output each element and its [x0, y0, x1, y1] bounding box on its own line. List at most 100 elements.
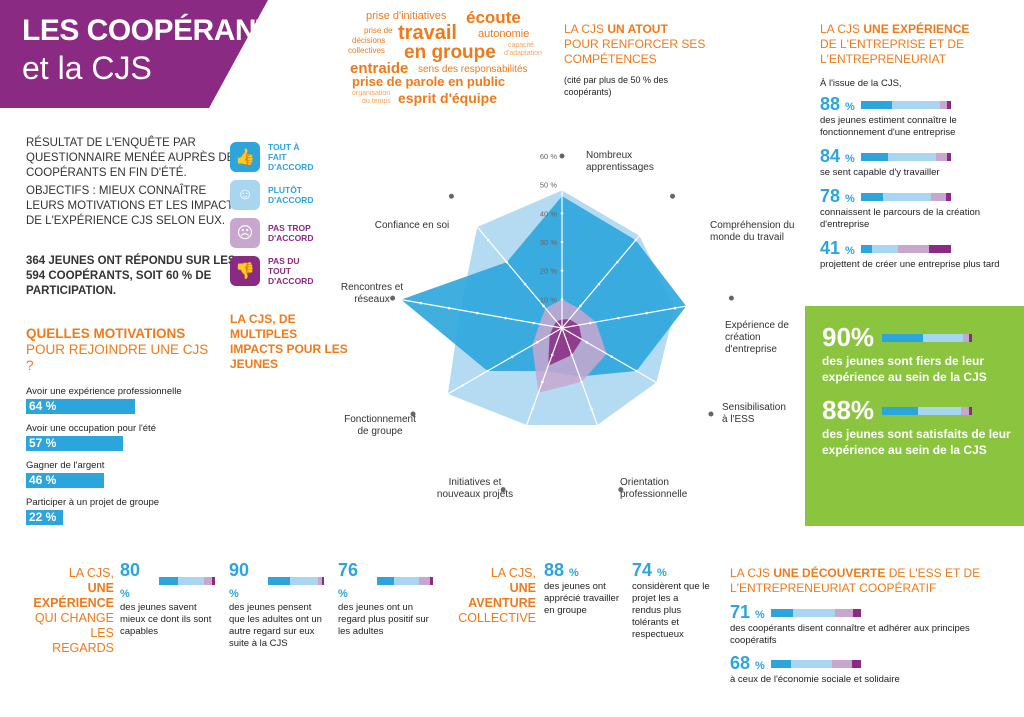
- word: du temps: [362, 98, 391, 105]
- legend-item: ☺ Plutôt d'accord: [230, 180, 314, 210]
- radar-grid-dot: [560, 240, 564, 244]
- stat-text: projettent de créer une entreprise plus …: [820, 259, 1000, 270]
- word: organisation: [352, 90, 391, 97]
- page-title: LES COOPÉRANTS: [22, 14, 294, 47]
- word: décisions: [352, 36, 386, 45]
- atout-title: LA CJS UN ATOUT POUR RENFORCER SES COMPÉ…: [564, 22, 714, 67]
- motivation-label: Avoir une expérience professionnelle: [26, 386, 182, 397]
- radar-axis-end: [390, 295, 396, 301]
- radar-axis-end: [500, 487, 506, 493]
- radar-grid-dot: [560, 183, 564, 186]
- radar-grid-dot: [570, 353, 574, 357]
- distribution-segment: [929, 244, 951, 253]
- aventure-l4: COLLECTIVE: [458, 611, 536, 625]
- intro-paragraph-3: 364 jeunes ont répondu sur les 594 coopé…: [26, 255, 236, 297]
- distribution-segment: [419, 577, 430, 585]
- radar-axis-label: Rencontres et réseaux: [341, 282, 403, 305]
- radar-grid-dot: [521, 434, 525, 438]
- stat-number: 80: [120, 560, 141, 580]
- legend-label: Pas du tout d'accord: [268, 256, 314, 286]
- stat-value: 74 %: [632, 560, 667, 581]
- stat-number: 74: [632, 560, 653, 580]
- radar-grid-dot: [645, 311, 648, 315]
- distribution-segment: [376, 577, 394, 585]
- radar-grid-dot: [447, 306, 451, 310]
- entreprise-pre: LA CJS: [820, 22, 864, 36]
- radar-grid-dot: [590, 407, 593, 411]
- distribution-bar: [770, 608, 861, 617]
- distribution-segment: [946, 192, 951, 201]
- radar-grid-dot: [580, 380, 583, 384]
- radar-grid-dot: [579, 304, 582, 308]
- radar-grid-dot: [634, 238, 638, 242]
- distribution-segment: [882, 406, 919, 415]
- stat-unit: %: [845, 193, 855, 205]
- distribution-segment: [770, 608, 794, 617]
- satisfaction-stats: 90% des jeunes sont fiers de leur expérie…: [822, 322, 1012, 468]
- stat-number: 90: [229, 560, 250, 580]
- decouverte-pre: LA CJS: [730, 566, 774, 580]
- stat-block: 80 % des jeunes savent mieux ce dont ils …: [120, 560, 215, 650]
- distribution-segment: [832, 659, 852, 668]
- satisfaction-text: des jeunes sont fiers de leur expérience…: [822, 354, 987, 384]
- decouverte-title: LA CJS UNE DÉCOUVERTE DE L'ESS ET DE L'E…: [730, 566, 1010, 596]
- stat-block: 84 % se sent capable d'y travailler: [820, 146, 1005, 179]
- distribution-segment: [969, 406, 973, 415]
- distribution-segment: [851, 659, 861, 668]
- entreprise-title: LA CJS UNE EXPÉRIENCE DE L'ENTREPRISE ET…: [820, 22, 1020, 67]
- motivation-label: Gagner de l'argent: [26, 460, 105, 471]
- radar-axis-label: Compréhension du monde du travail: [710, 220, 795, 243]
- stat-value: 71 %: [730, 602, 765, 623]
- stat-block: 78 % connaissent le parcours de la créati…: [820, 186, 1005, 231]
- radar-grid-dot: [419, 301, 423, 305]
- radar-tick-label: 30 %: [540, 238, 557, 247]
- stat-number: 88: [820, 94, 841, 114]
- radar-grid-dot: [486, 238, 490, 242]
- regards-l1: LA CJS,: [68, 566, 114, 580]
- atout-rest: POUR RENFORCER SES COMPÉTENCES: [564, 37, 706, 66]
- stat-value: 88 %: [820, 94, 855, 115]
- distribution-segment: [922, 333, 964, 342]
- radar-grid-dot: [468, 216, 472, 220]
- distribution-segment: [963, 333, 970, 342]
- aventure-l2: UNE: [509, 581, 536, 595]
- stat-block: 76 % des jeunes ont un regard plus positi…: [338, 560, 433, 650]
- regards-l4: QUI CHANGE: [34, 611, 114, 625]
- radar-tick-label: 20 %: [540, 267, 557, 276]
- stat-block: 71 % des coopérants disent connaître et a…: [730, 602, 1010, 647]
- stat-value: 76 %: [338, 560, 371, 602]
- motivations-list: Avoir une expérience professionnelle 64 %…: [26, 386, 216, 525]
- stat-number: 84: [820, 146, 841, 166]
- aventure-l3: AVENTURE: [468, 596, 536, 610]
- word: prise d'initiatives: [366, 10, 447, 22]
- radar-grid-dot: [701, 301, 705, 305]
- motivation-bar: 22 %: [26, 510, 64, 525]
- atout-pre: LA CJS: [564, 22, 608, 36]
- stat-value: 68 %: [730, 653, 765, 674]
- radar-axis-end: [559, 153, 565, 159]
- decouverte-stats: 71 % des coopérants disent connaître et a…: [730, 602, 1010, 692]
- radar-axis-end: [708, 411, 714, 417]
- radar-grid-dot: [511, 461, 515, 464]
- entreprise-bold: UNE EXPÉRIENCE: [863, 22, 970, 36]
- legend-label: Plutôt d'accord: [268, 185, 314, 205]
- radar-grid-dot: [660, 384, 663, 387]
- stat-text: se sent capable d'y travailler: [820, 167, 940, 178]
- word: prise de parole en public: [352, 74, 506, 89]
- radar-grid-dot: [532, 321, 536, 325]
- radar-axis-label: Nombreux apprentissages: [586, 150, 654, 173]
- stat-text: des jeunes estiment connaître le fonctio…: [820, 115, 957, 138]
- distribution-segment: [852, 608, 861, 617]
- distribution-segment: [947, 152, 951, 161]
- distribution-segment: [178, 577, 204, 585]
- word: collectives: [348, 46, 385, 55]
- stat-text: des jeunes savent mieux ce dont ils sont…: [120, 602, 212, 637]
- stat-unit: %: [755, 660, 765, 672]
- motivation-bar: 57 %: [26, 436, 123, 451]
- distribution-bar: [267, 577, 324, 585]
- stat-text: connaissent le parcours de la création d…: [820, 207, 981, 230]
- regards-title: LA CJS, UNE EXPÉRIENCE QUI CHANGE LES RE…: [26, 566, 114, 656]
- radar-grid-dot: [560, 212, 564, 215]
- motivation-bar: 46 %: [26, 473, 105, 488]
- radar-grid-dot: [523, 282, 527, 286]
